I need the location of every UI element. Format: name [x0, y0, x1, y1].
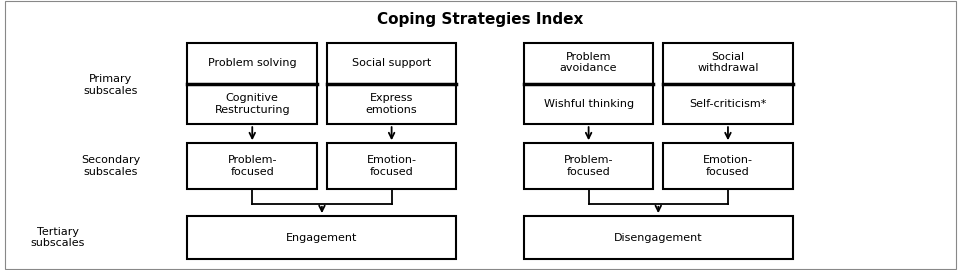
Text: Coping Strategies Index: Coping Strategies Index — [378, 12, 583, 27]
FancyBboxPatch shape — [524, 216, 793, 259]
Text: Self-criticism*: Self-criticism* — [689, 99, 767, 109]
Text: Engagement: Engagement — [286, 232, 357, 243]
Text: Disengagement: Disengagement — [614, 232, 702, 243]
Text: Problem solving: Problem solving — [208, 58, 297, 68]
Text: Social support: Social support — [352, 58, 431, 68]
Text: Emotion-
focused: Emotion- focused — [702, 155, 753, 177]
Text: Cognitive
Restructuring: Cognitive Restructuring — [214, 93, 290, 115]
Text: Problem
avoidance: Problem avoidance — [560, 52, 617, 73]
FancyBboxPatch shape — [524, 43, 653, 124]
FancyBboxPatch shape — [327, 143, 456, 189]
Text: Problem-
focused: Problem- focused — [564, 155, 613, 177]
FancyBboxPatch shape — [524, 143, 653, 189]
Text: Express
emotions: Express emotions — [366, 93, 417, 115]
FancyBboxPatch shape — [663, 43, 793, 124]
Text: Secondary
subscales: Secondary subscales — [81, 155, 140, 177]
Text: Tertiary
subscales: Tertiary subscales — [31, 227, 85, 248]
FancyBboxPatch shape — [327, 43, 456, 124]
FancyBboxPatch shape — [187, 43, 317, 124]
FancyBboxPatch shape — [187, 216, 456, 259]
FancyBboxPatch shape — [663, 143, 793, 189]
FancyBboxPatch shape — [187, 143, 317, 189]
Text: Emotion-
focused: Emotion- focused — [366, 155, 417, 177]
Text: Social
withdrawal: Social withdrawal — [698, 52, 758, 73]
Text: Problem-
focused: Problem- focused — [228, 155, 277, 177]
Text: Primary
subscales: Primary subscales — [84, 74, 137, 96]
Text: Wishful thinking: Wishful thinking — [544, 99, 633, 109]
